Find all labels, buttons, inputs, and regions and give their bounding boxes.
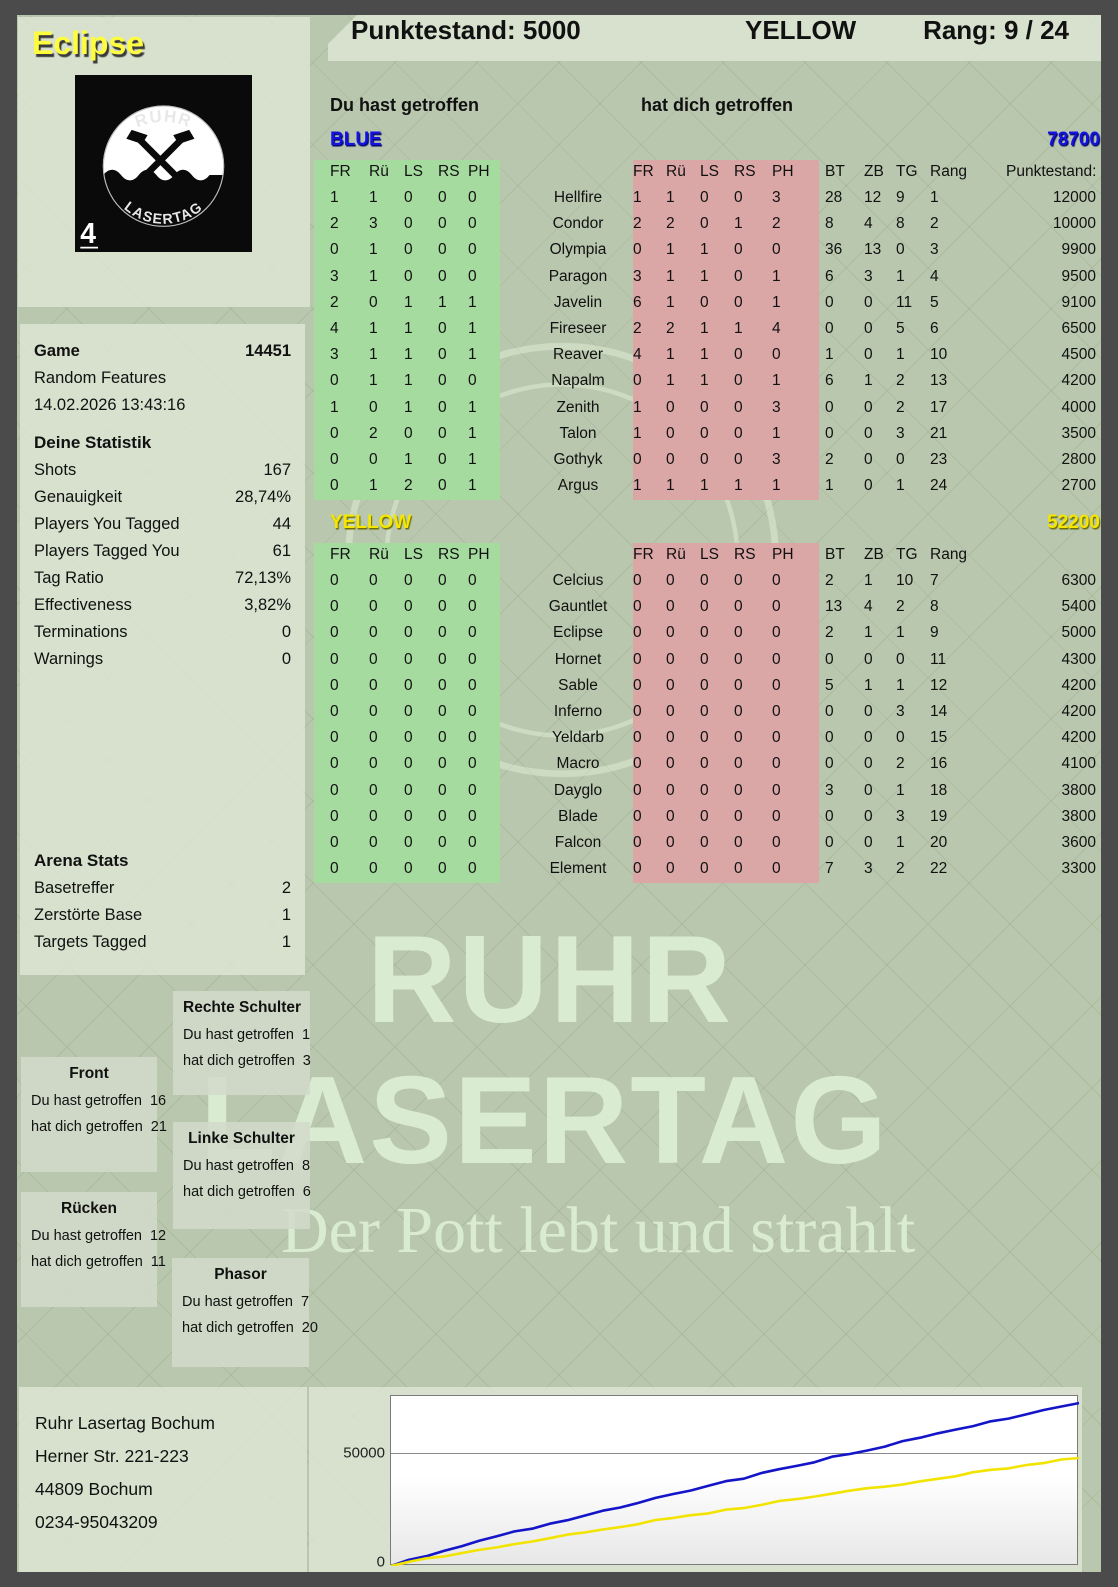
svg-text:4: 4: [80, 218, 96, 250]
